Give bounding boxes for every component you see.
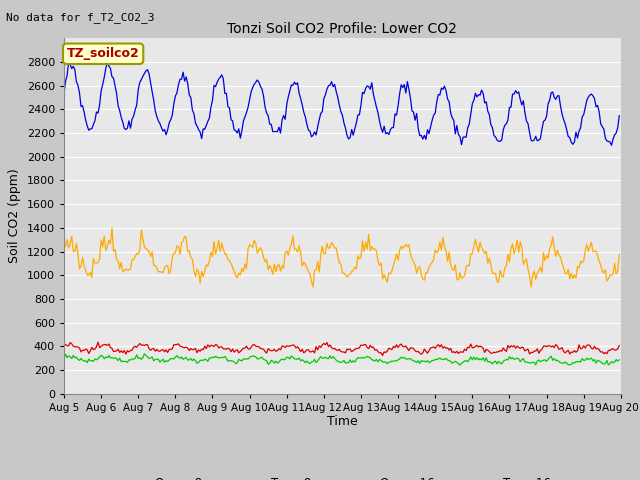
- Legend: Open -8cm, Tree -8cm, Open -16cm, Tree -16cm: Open -8cm, Tree -8cm, Open -16cm, Tree -…: [111, 472, 573, 480]
- Title: Tonzi Soil CO2 Profile: Lower CO2: Tonzi Soil CO2 Profile: Lower CO2: [227, 22, 458, 36]
- Text: No data for f_T2_CO2_3: No data for f_T2_CO2_3: [6, 12, 155, 23]
- X-axis label: Time: Time: [327, 415, 358, 429]
- Text: TZ_soilco2: TZ_soilco2: [67, 47, 140, 60]
- Y-axis label: Soil CO2 (ppm): Soil CO2 (ppm): [8, 168, 21, 264]
